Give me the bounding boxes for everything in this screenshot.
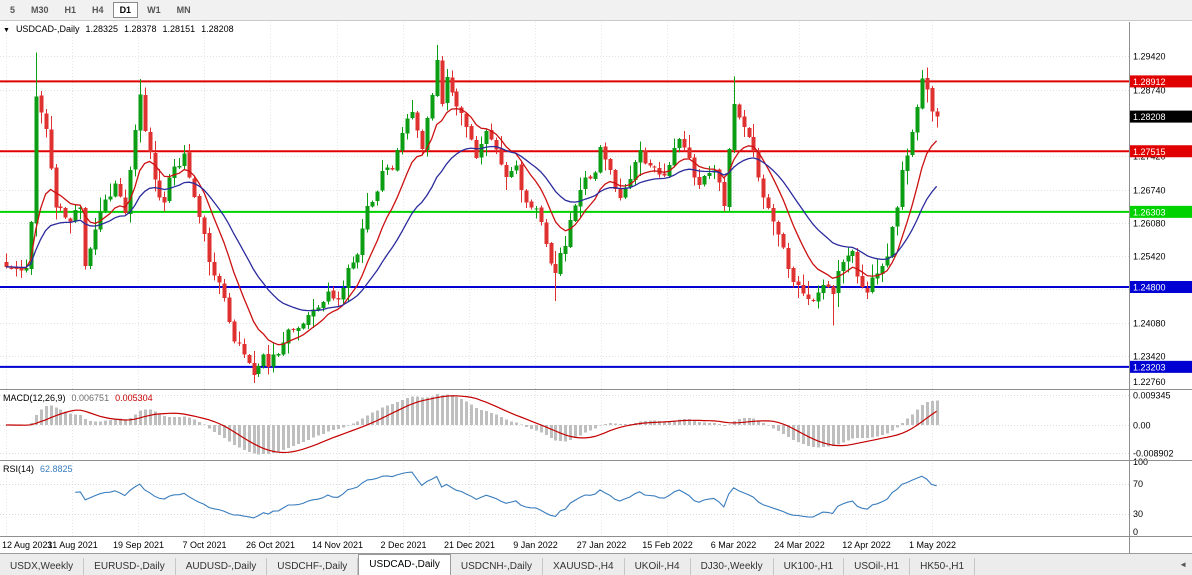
timeframe-button-h1[interactable]: H1: [64, 5, 77, 15]
timeframe-button-h4[interactable]: H4: [92, 5, 104, 15]
price-axis-label: 1.29420: [1133, 52, 1166, 62]
candlesticks: [4, 45, 940, 383]
timeframe-button-5[interactable]: 5: [10, 5, 16, 15]
price-badge-label: 1.24800: [1133, 283, 1166, 293]
price-badge: [1130, 205, 1192, 218]
price-badge-label: 1.27515: [1133, 147, 1166, 157]
chart-tab-usoil-h1[interactable]: USOil-,H1: [844, 558, 911, 575]
high-value: 1.28378: [124, 24, 157, 34]
price-badge-label: 1.26303: [1133, 207, 1166, 217]
date-axis-label: 2 Dec 2021: [380, 540, 426, 550]
date-axis-label: 14 Nov 2021: [312, 540, 363, 550]
macd-axis-label: -0.008902: [1133, 449, 1174, 459]
price-badge: [1130, 281, 1192, 293]
macd-indicator-title: MACD(12,26,9) 0.006751 0.005304: [3, 393, 159, 403]
date-axis-label: 9 Jan 2022: [513, 540, 558, 550]
macd-axis-label: 0.00: [1133, 421, 1151, 431]
price-badge: [1130, 110, 1192, 123]
macd-signal-value: 0.005304: [115, 393, 153, 403]
chart-canvas[interactable]: 12 Aug 2021 31 Aug 2021 19 Sep 2021 7 Oct 2…: [0, 22, 1192, 553]
price-axis-label: 1.24080: [1133, 319, 1166, 329]
ma-line-10: [5, 108, 938, 346]
chart-tab-xauusd-h4[interactable]: XAUUSD-,H4: [543, 558, 625, 575]
macd-label: MACD(12,26,9): [3, 393, 66, 403]
chart-tab-usdchf-daily[interactable]: USDCHF-,Daily: [267, 558, 359, 575]
timeframe-toolbar: 5 M30 H1 H4 D1 W1 MN: [0, 0, 1192, 21]
open-value: 1.28325: [85, 24, 118, 34]
date-axis-label: 19 Sep 2021: [113, 540, 164, 550]
date-axis-label: 6 Mar 2022: [711, 540, 757, 550]
date-axis-label: 15 Feb 2022: [642, 540, 693, 550]
price-axis-label: 1.22760: [1133, 377, 1166, 387]
timeframe-button-w1[interactable]: W1: [147, 5, 161, 15]
rsi-axis-label: 0: [1133, 527, 1138, 537]
chart-tabs-bar: USDX,Weekly EURUSD-,Daily AUDUSD-,Daily USD…: [0, 553, 1192, 575]
date-axis-label: 26 Oct 2021: [246, 540, 295, 550]
price-axis-label: 1.25420: [1133, 252, 1166, 262]
timeframe-button-mn[interactable]: MN: [176, 5, 191, 15]
price-badge: [1130, 75, 1192, 88]
chart-tab-usdcad-daily[interactable]: USDCAD-,Daily: [358, 554, 451, 575]
price-axis-label: 1.23420: [1133, 352, 1166, 362]
date-axis-label: 21 Dec 2021: [444, 540, 495, 550]
date-axis-label: 7 Oct 2021: [182, 540, 226, 550]
chart-tab-dj30-weekly[interactable]: DJ30-,Weekly: [691, 558, 774, 575]
timeframe-button-m30[interactable]: M30: [31, 5, 49, 15]
price-axis-label: 1.28740: [1133, 86, 1166, 96]
grid-lines: [0, 22, 1129, 536]
price-badge-label: 1.23203: [1133, 362, 1166, 372]
rsi-line: [75, 471, 937, 519]
rsi-axis-label: 70: [1133, 479, 1143, 489]
macd-histogram: [5, 394, 939, 455]
date-axis-label: 1 May 2022: [909, 540, 956, 550]
price-badge: [1130, 360, 1192, 373]
chart-tab-eurusd-daily[interactable]: EURUSD-,Daily: [84, 558, 176, 575]
date-axis-label: 12 Apr 2022: [842, 540, 891, 550]
date-axis-label: 24 Mar 2022: [774, 540, 825, 550]
price-axis-label: 1.26080: [1133, 219, 1166, 229]
chart-tab-usdcnh-daily[interactable]: USDCNH-,Daily: [451, 558, 543, 575]
timeframe-button-d1[interactable]: D1: [112, 2, 139, 18]
symbol-period-label: USDCAD-,Daily: [15, 24, 80, 34]
ma-line-24: [5, 145, 938, 312]
rsi-axis-label: 30: [1133, 509, 1143, 519]
rsi-value: 62.8825: [40, 464, 73, 474]
price-axis-label: 1.26740: [1133, 186, 1166, 196]
close-value: 1.28208: [201, 24, 234, 34]
chart-tab-audusd-daily[interactable]: AUDUSD-,Daily: [176, 558, 268, 575]
moving-average-lines: [5, 108, 938, 346]
price-badge-label: 1.28912: [1133, 77, 1166, 87]
chart-tab-usdx-weekly[interactable]: USDX,Weekly: [0, 558, 85, 575]
date-axis-label: 12 Aug 2021: [2, 540, 53, 550]
horizontal-level-lines[interactable]: [0, 80, 1129, 368]
rsi-indicator-title: RSI(14) 62.8825: [3, 464, 79, 474]
chart-header: ▼ USDCAD-,Daily 1.28325 1.28378 1.28151 1.282…: [3, 24, 240, 34]
tabs-scroll-left-icon[interactable]: ◄: [1179, 560, 1187, 569]
chart-tab-ukoil-h4[interactable]: UKOil-,H4: [625, 558, 691, 575]
macd-signal-line: [6, 395, 937, 454]
date-axis-label: 27 Jan 2022: [577, 540, 627, 550]
chart-tab-hk50-h1[interactable]: HK50-,H1: [910, 558, 976, 575]
macd-axis-label: 0.009345: [1133, 391, 1171, 401]
macd-main-value: 0.006751: [71, 393, 110, 403]
chart-tab-uk100-h1[interactable]: UK100-,H1: [774, 558, 845, 575]
symbol-dropdown-icon[interactable]: ▼: [3, 27, 10, 34]
rsi-axis-label: 100: [1133, 457, 1148, 467]
price-badge: [1130, 145, 1192, 158]
low-value: 1.28151: [162, 24, 196, 34]
price-badge-label: 1.28208: [1133, 112, 1166, 122]
date-axis-label: 31 Aug 2021: [47, 540, 98, 550]
rsi-label: RSI(14): [3, 464, 35, 474]
indicator-panes: [0, 394, 1129, 519]
